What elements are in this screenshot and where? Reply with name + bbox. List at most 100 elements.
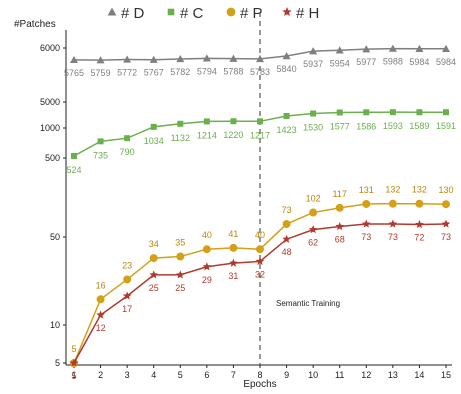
data-point-h (69, 358, 79, 367)
data-point-h (308, 225, 318, 234)
data-label-p: 130 (438, 185, 453, 195)
x-tick-label: 1 (71, 370, 76, 380)
x-tick-label: 3 (125, 370, 130, 380)
data-label-h: 31 (228, 271, 238, 281)
data-label-c: 1586 (356, 121, 376, 131)
data-point-d (282, 52, 291, 60)
data-label-c: 790 (120, 147, 135, 157)
data-label-c: 1034 (144, 136, 164, 146)
data-point-c (363, 109, 370, 116)
data-label-c: 1214 (197, 130, 217, 140)
data-point-p (123, 275, 132, 284)
x-tick-label: 15 (441, 370, 451, 380)
data-point-c (124, 135, 131, 142)
data-label-p: 34 (149, 239, 159, 249)
data-point-d (123, 55, 132, 63)
data-label-h: 62 (308, 238, 318, 248)
data-point-h (122, 291, 132, 300)
data-label-c: 1593 (383, 121, 403, 131)
data-point-c (257, 118, 263, 125)
data-point-d (362, 45, 371, 53)
data-label-d: 5783 (250, 67, 270, 77)
data-label-p: 132 (412, 185, 427, 195)
data-label-p: 40 (202, 230, 212, 240)
data-point-d (256, 54, 264, 63)
data-point-h (176, 270, 185, 279)
data-point-p (282, 220, 291, 229)
data-label-d: 5988 (383, 57, 403, 67)
data-label-h: 5 (71, 371, 76, 381)
data-point-p (149, 254, 158, 263)
data-label-p: 132 (385, 185, 400, 195)
data-point-d (309, 47, 318, 55)
data-point-p (415, 199, 424, 208)
data-labels-layer: 5765 5759 5772 5767 5782 5794 5788 5783 5840 5937… (64, 57, 456, 381)
x-tick-label: 13 (388, 370, 398, 380)
data-label-d: 5984 (409, 57, 429, 67)
x-tick-label: 11 (335, 370, 344, 380)
data-label-h: 29 (202, 275, 212, 285)
data-point-p (309, 208, 318, 217)
data-point-p (256, 245, 264, 254)
data-label-d: 5772 (117, 67, 137, 77)
data-label-c: 1220 (223, 130, 243, 140)
data-label-d: 5937 (303, 59, 323, 69)
x-tick-label: 12 (361, 370, 371, 380)
y-tick-label: 1000 (40, 123, 60, 133)
y-tick-label: 500 (45, 153, 60, 163)
data-point-d (96, 56, 105, 64)
data-label-h: 12 (96, 323, 106, 333)
data-point-h (149, 270, 158, 279)
series-d (70, 44, 450, 64)
legend-marker-c (167, 8, 175, 16)
data-label-d: 5765 (64, 68, 84, 78)
data-point-h (202, 262, 212, 271)
x-tick-label: 8 (257, 370, 262, 380)
data-point-d (149, 55, 158, 63)
data-label-h: 25 (149, 283, 159, 293)
data-label-d: 5840 (277, 64, 297, 74)
data-label-c: 1589 (409, 121, 429, 131)
data-label-d: 5977 (356, 57, 376, 67)
y-tick-label: 50 (50, 232, 60, 242)
data-label-h: 25 (175, 283, 185, 293)
data-point-d (415, 44, 424, 52)
x-tick-label: 2 (98, 370, 103, 380)
y-tick-label: 5000 (40, 97, 60, 107)
data-point-c (203, 118, 210, 125)
data-label-p: 23 (122, 260, 132, 270)
data-label-h: 73 (441, 232, 451, 242)
data-point-d (202, 54, 211, 62)
legend-marker-h (282, 7, 292, 16)
legend-marker-p (226, 7, 236, 17)
series-h (69, 219, 451, 367)
legend-label-d: # D (121, 5, 145, 22)
data-point-p (442, 200, 450, 209)
y-tick-label: 10 (50, 320, 60, 330)
data-label-c: 1132 (171, 133, 190, 143)
data-point-c (336, 109, 343, 116)
data-label-d: 5759 (91, 68, 111, 78)
data-label-c: 735 (93, 150, 108, 160)
data-point-c (230, 118, 237, 125)
data-point-c (150, 123, 157, 130)
data-point-c (416, 109, 423, 116)
data-label-h: 73 (388, 232, 398, 242)
data-label-c: 524 (66, 165, 81, 175)
data-point-c (310, 110, 317, 117)
data-label-d: 5794 (197, 66, 217, 76)
x-tick-label: 14 (414, 370, 424, 380)
data-label-h: 32 (255, 269, 265, 279)
semantic-training-annotation: Semantic Training (276, 299, 340, 308)
x-tick-label: 6 (204, 370, 209, 380)
data-point-d (388, 44, 397, 52)
data-label-d: 5767 (144, 68, 164, 78)
data-label-p: 40 (255, 230, 265, 240)
data-point-p (335, 203, 344, 212)
data-label-h: 48 (282, 247, 292, 257)
series-p (70, 199, 450, 367)
data-point-p (202, 245, 211, 254)
